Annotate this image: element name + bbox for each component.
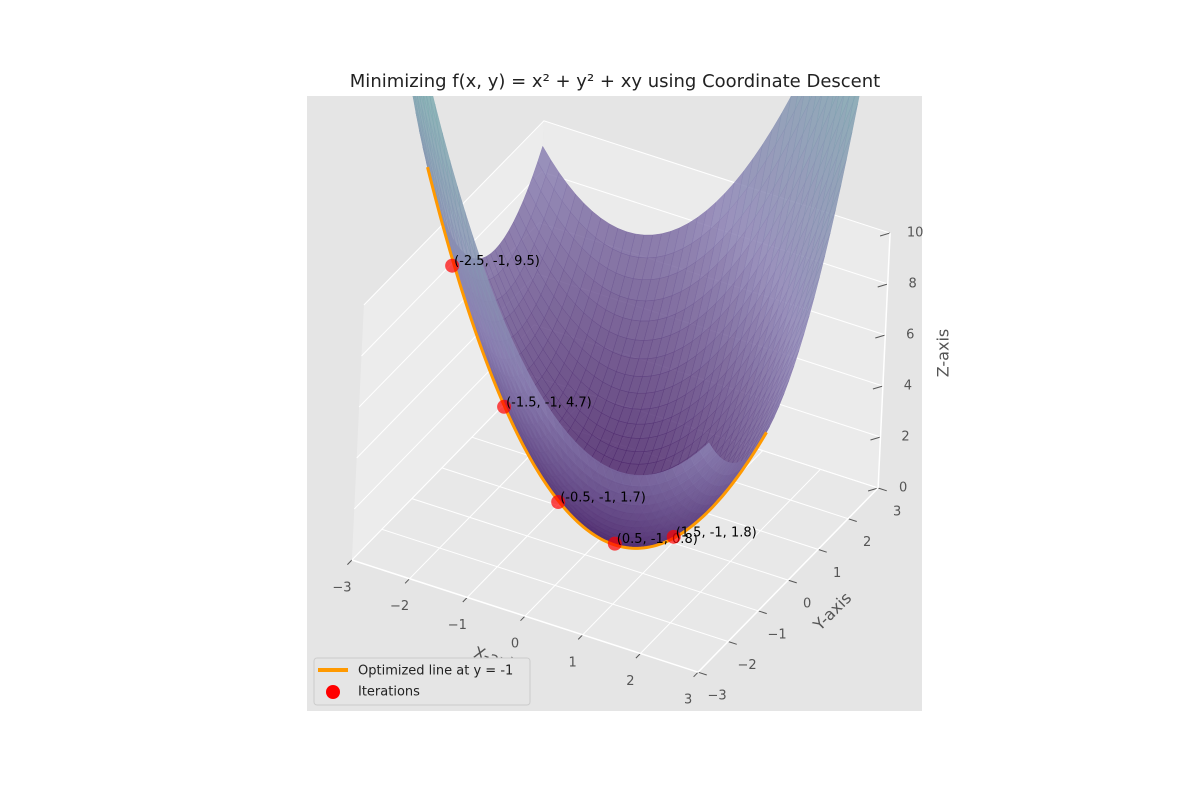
z-tick-label: 2	[901, 430, 909, 445]
legend-point-swatch	[326, 685, 340, 699]
surface-patch	[866, 0, 882, 3]
y-tick-label: −3	[708, 689, 727, 704]
surface-patch	[848, 0, 864, 13]
surface-patch	[397, 0, 407, 25]
axis-lines	[351, 487, 879, 674]
z-tick	[867, 487, 879, 492]
y-tick	[697, 671, 707, 676]
y-tick-label: −1	[768, 627, 787, 642]
y-tick-label: 1	[833, 566, 841, 581]
surface-patch	[398, 0, 408, 6]
side-pane	[351, 120, 544, 561]
surface-patch	[409, 6, 419, 64]
overlay: (-2.5, -1, 9.5) (-1.5, -1, 4.7) (-0.5, -1,…	[426, 166, 768, 551]
surface-patch	[870, 0, 886, 8]
surface-patch	[856, 0, 872, 29]
z-tick-label: 0	[899, 481, 907, 496]
surface-patch	[403, 16, 413, 73]
x-tick-label: −3	[332, 581, 351, 596]
grid-line	[411, 498, 759, 612]
surface-patch	[828, 4, 844, 61]
surface-patch	[859, 13, 875, 72]
legend: Optimized line at y = -1 Iterations	[313, 657, 531, 706]
y-tick	[877, 487, 887, 492]
y-tick-label: 0	[803, 597, 811, 612]
y-tick	[787, 579, 797, 584]
y-tick	[817, 548, 827, 553]
surface-patch	[852, 0, 868, 22]
x-tick	[577, 634, 584, 640]
x-tick-label: 3	[684, 693, 692, 708]
legend-box	[313, 657, 531, 706]
z-tick	[877, 283, 888, 288]
z-tick-label: 4	[904, 379, 912, 394]
point-label: (-0.5, -1, 1.7)	[560, 491, 646, 506]
optimized-line	[426, 166, 768, 550]
z-axis-label: Z-axis	[934, 329, 953, 378]
surface-patch	[860, 0, 876, 36]
surface-patch	[846, 0, 862, 55]
surface-patch	[699, 442, 714, 458]
x-tick-label: −2	[390, 599, 409, 614]
surface-patch	[842, 0, 858, 47]
iteration-point	[551, 495, 566, 509]
surface-patch	[838, 0, 854, 37]
surface-patch	[396, 0, 406, 40]
surface-patch	[850, 3, 866, 62]
x-tick	[520, 615, 526, 622]
x-tick-label: −1	[448, 618, 467, 633]
surface-patch	[832, 13, 848, 70]
y-tick-label: −2	[738, 658, 757, 673]
surface-patch	[404, 0, 414, 57]
x-tick	[347, 559, 353, 565]
z-tick	[879, 232, 891, 237]
iteration-point	[497, 399, 512, 414]
point-label: (-1.5, -1, 4.7)	[506, 395, 592, 410]
legend-label: Optimized line at y = -1	[358, 664, 513, 679]
surface-patch	[844, 0, 860, 4]
z-axis-line	[877, 232, 891, 489]
z-tick-label: 10	[907, 226, 924, 241]
x-tick-label: 0	[511, 637, 519, 652]
grid-line	[381, 528, 729, 642]
z-tick	[872, 385, 884, 390]
z-tick	[875, 334, 886, 339]
axes: −3 −2 −1 0 1 2 3 −3 −2 −1 0 1 2 3 0 2 4 6 8 10	[332, 226, 923, 708]
y-tick-label: 2	[863, 535, 871, 550]
point-label: (1.5, -1, 1.8)	[676, 525, 757, 540]
surface-patch	[393, 0, 403, 16]
x-tick-label: 2	[626, 674, 634, 689]
surface-patch	[400, 0, 410, 49]
surface-patch	[406, 0, 416, 38]
x-tick	[635, 653, 641, 659]
x-tick	[404, 578, 410, 584]
surface-patch	[834, 0, 850, 27]
iteration-point	[607, 536, 622, 551]
surface-patch	[865, 0, 881, 41]
legend-label: Iterations	[358, 685, 420, 700]
y-tick	[757, 610, 767, 615]
z-tick	[870, 436, 881, 441]
surface-patch	[399, 6, 409, 63]
y-tick	[847, 518, 857, 522]
iteration-point	[445, 258, 460, 273]
surface-patch	[824, 0, 840, 50]
surface-patch	[401, 0, 411, 32]
surface-patch	[413, 11, 423, 69]
point-label: (-2.5, -1, 9.5)	[454, 254, 540, 269]
surface-patch	[855, 8, 871, 67]
x-tick	[693, 671, 699, 678]
z-tick-label: 6	[906, 328, 914, 343]
surface-patch	[814, 16, 830, 71]
x-tick	[462, 597, 468, 603]
y-tick	[727, 641, 737, 645]
x-tick-label: 1	[569, 655, 577, 670]
iteration-point	[666, 529, 681, 544]
z-tick-label: 8	[909, 277, 917, 292]
y-tick-label: 3	[893, 505, 901, 520]
chart-title: Minimizing f(x, y) = x² + y² + xy using …	[350, 71, 880, 92]
